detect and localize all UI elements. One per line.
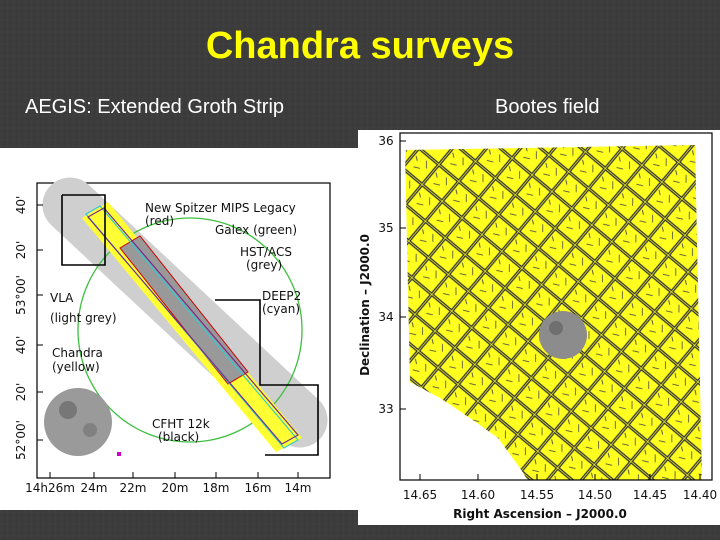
x-tick-label: 18m xyxy=(203,481,230,495)
annotation: (cyan) xyxy=(262,302,300,316)
left-caption: AEGIS: Extended Groth Strip xyxy=(25,96,284,118)
moon xyxy=(44,388,112,456)
annotation: (grey) xyxy=(246,258,282,272)
x-tick-label: 14h26m xyxy=(25,481,75,495)
y-axis-label: Declination – J2000.0 xyxy=(358,234,372,376)
marker xyxy=(117,452,121,456)
moon-mare xyxy=(549,321,563,335)
y-tick-label: 20' xyxy=(14,241,28,260)
moon-mare xyxy=(59,401,77,419)
x-tick-label: 24m xyxy=(81,481,108,495)
x-tick-label: 20m xyxy=(162,481,189,495)
x-tick-label: 14.60 xyxy=(461,488,495,502)
annotation: New Spitzer MIPS Legacy xyxy=(145,201,296,215)
x-tick-label: 14.65 xyxy=(403,488,437,502)
annotation: (yellow) xyxy=(52,360,100,374)
x-tick-label: 14.40 xyxy=(683,488,717,502)
y-tick-label: 36 xyxy=(378,134,393,148)
annotation: DEEP2 xyxy=(262,289,301,303)
right-caption: Bootes field xyxy=(495,96,600,118)
galex-circle xyxy=(77,217,303,443)
y-tick-label: 52°00' xyxy=(14,420,28,460)
annotation: CFHT 12k xyxy=(152,417,210,431)
moon xyxy=(539,311,587,359)
bootes-figure: Right Ascension – J2000.0 Declination – … xyxy=(358,130,720,525)
plot-frame xyxy=(36,182,331,479)
annotation: Galex (green) xyxy=(215,223,297,237)
y-tick-label: 34 xyxy=(378,310,393,324)
y-tick-label: 40' xyxy=(14,196,28,215)
x-tick-label: 14.50 xyxy=(578,488,612,502)
y-tick-label: 35 xyxy=(378,221,393,235)
moon-mare xyxy=(83,423,97,437)
plot-frame xyxy=(399,132,713,481)
annotation: VLA xyxy=(50,291,74,305)
cfht-fields xyxy=(61,194,106,266)
y-tick-label: 33 xyxy=(378,402,393,416)
y-tick-label: 40' xyxy=(14,336,28,355)
annotation: (light grey) xyxy=(50,311,117,325)
slide-title: Chandra surveys xyxy=(206,25,514,67)
chandra-pointings xyxy=(405,145,702,480)
spitzer-strip xyxy=(87,207,299,445)
x-tick-label: 14.45 xyxy=(633,488,667,502)
y-tick-label: 20' xyxy=(14,383,28,402)
aegis-figure: 40' 20' 53°00' 40' 20' 52°00' 14h26m 24m 22m 20m 1… xyxy=(0,148,358,510)
x-tick-label: 16m xyxy=(245,481,272,495)
y-tick-label: 53°00' xyxy=(14,275,28,315)
cfht-fields xyxy=(215,299,319,456)
x-tick-label: 14.55 xyxy=(520,488,554,502)
annotation: (red) xyxy=(145,214,174,228)
annotation: (black) xyxy=(158,430,199,444)
annotation: HST/ACS xyxy=(240,245,292,259)
x-axis-label: Right Ascension – J2000.0 xyxy=(453,507,627,521)
x-tick-label: 22m xyxy=(120,481,147,495)
annotation: Chandra xyxy=(52,346,103,360)
x-tick-label: 14m xyxy=(285,481,312,495)
